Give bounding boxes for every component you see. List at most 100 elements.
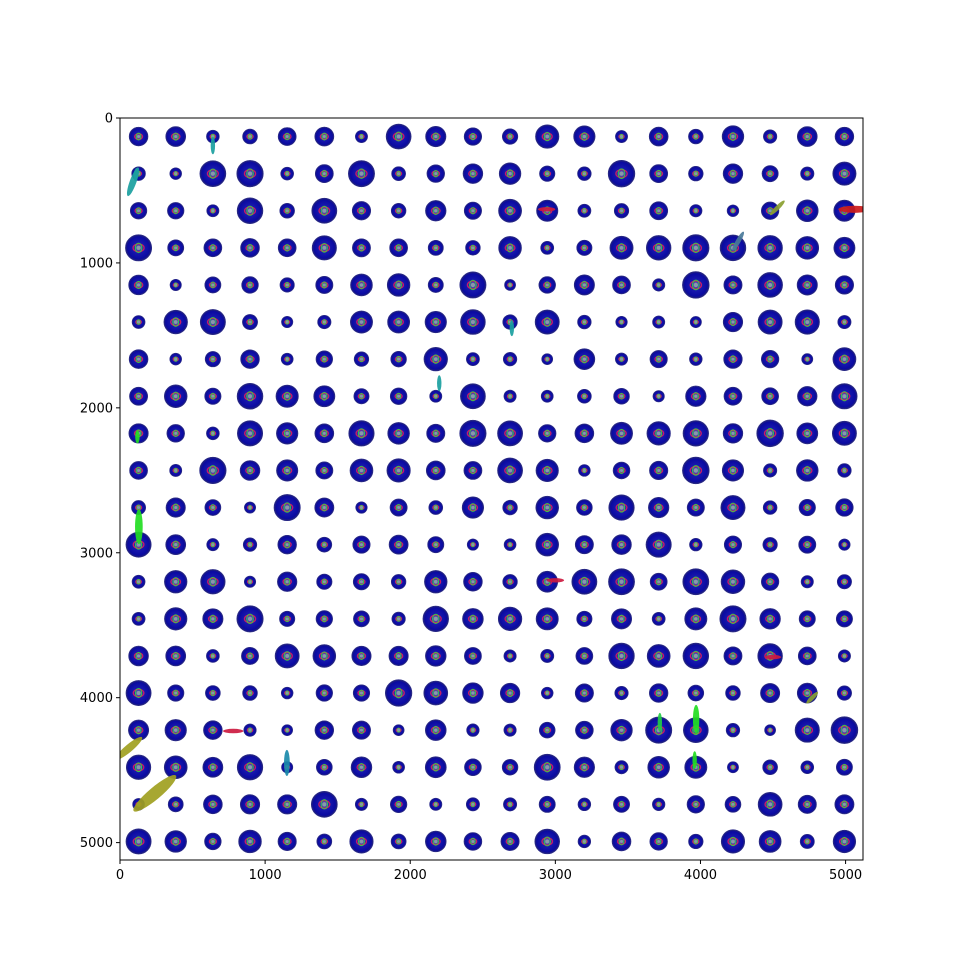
- spherical-glyph: [390, 574, 407, 590]
- spherical-glyph: [236, 160, 264, 188]
- spherical-glyph: [131, 315, 146, 329]
- spherical-glyph: [608, 642, 635, 670]
- spherical-glyph: [316, 536, 333, 553]
- spherical-glyph: [573, 348, 596, 370]
- spherical-glyph: [389, 498, 408, 517]
- spherical-glyph: [534, 309, 560, 335]
- anisotropic-glyph: [692, 751, 697, 769]
- spherical-glyph: [312, 644, 337, 668]
- spherical-glyph: [390, 833, 407, 850]
- anisotropic-glyph: [133, 775, 177, 812]
- spherical-glyph: [535, 532, 559, 557]
- spherical-glyph: [353, 351, 370, 367]
- spherical-glyph: [387, 310, 411, 334]
- spherical-glyph: [165, 534, 187, 555]
- spherical-glyph: [391, 166, 406, 181]
- x-tick-label: 2000: [394, 868, 427, 883]
- spherical-glyph: [613, 795, 630, 813]
- spherical-glyph: [762, 500, 778, 515]
- spherical-glyph: [167, 202, 185, 220]
- y-tick-label: 3000: [80, 546, 113, 561]
- spherical-glyph: [349, 458, 374, 483]
- spherical-glyph: [833, 236, 856, 259]
- anisotropic-glyph: [135, 430, 140, 444]
- spherical-glyph: [757, 792, 783, 817]
- spherical-glyph: [125, 680, 152, 706]
- spherical-glyph: [243, 723, 257, 737]
- spherical-glyph: [206, 538, 220, 552]
- spherical-glyph: [721, 125, 745, 148]
- anisotropic-glyph: [537, 207, 556, 212]
- spherical-glyph: [722, 311, 744, 333]
- spherical-glyph: [429, 797, 443, 811]
- spherical-glyph: [125, 828, 152, 855]
- spherical-glyph: [497, 420, 523, 447]
- spherical-glyph: [764, 724, 776, 736]
- spherical-glyph: [311, 197, 338, 224]
- spherical-glyph: [540, 649, 555, 663]
- spherical-glyph: [204, 387, 222, 405]
- spherical-glyph: [392, 724, 405, 736]
- anisotropic-glyph: [546, 578, 565, 583]
- spherical-glyph: [240, 238, 260, 258]
- spherical-glyph: [391, 611, 406, 626]
- spherical-glyph: [355, 501, 368, 514]
- spherical-glyph: [464, 758, 482, 777]
- y-tick-label: 5000: [80, 836, 113, 851]
- spherical-glyph: [646, 644, 671, 668]
- spherical-glyph: [277, 571, 298, 592]
- spherical-glyph: [576, 499, 593, 516]
- spherical-glyph: [348, 420, 375, 447]
- x-tick-label: 4000: [684, 868, 717, 883]
- spherical-glyph: [425, 830, 447, 853]
- spherical-glyph: [645, 531, 672, 558]
- spherical-glyph: [353, 388, 370, 405]
- spherical-glyph: [575, 720, 594, 740]
- spherical-glyph: [280, 686, 294, 700]
- spherical-glyph: [423, 680, 449, 706]
- spherical-glyph: [425, 460, 446, 481]
- spherical-glyph: [763, 463, 778, 478]
- y-tick-label: 0: [105, 112, 113, 127]
- spherical-glyph: [610, 718, 633, 742]
- spherical-glyph: [837, 649, 851, 663]
- spherical-glyph: [460, 383, 486, 410]
- spherical-glyph: [502, 574, 518, 590]
- spherical-glyph: [280, 352, 294, 366]
- spherical-glyph: [796, 422, 819, 445]
- spherical-glyph: [429, 389, 443, 403]
- spherical-glyph: [202, 608, 224, 630]
- anisotropic-glyph: [223, 728, 244, 734]
- spherical-glyph: [497, 606, 523, 631]
- spherical-glyph: [462, 682, 484, 704]
- spherical-glyph: [236, 605, 264, 633]
- spherical-glyph: [835, 610, 853, 628]
- spherical-glyph: [423, 347, 448, 372]
- spherical-glyph: [167, 239, 185, 257]
- spherical-glyph: [763, 129, 778, 144]
- spherical-glyph: [315, 461, 334, 480]
- spherical-glyph: [388, 534, 409, 555]
- spherical-glyph: [273, 494, 301, 522]
- spherical-glyph: [688, 165, 704, 182]
- spherical-glyph: [649, 832, 668, 851]
- spherical-glyph: [578, 464, 591, 477]
- spherical-glyph: [727, 761, 739, 774]
- spherical-glyph: [390, 795, 408, 813]
- spherical-glyph: [425, 719, 447, 741]
- spherical-glyph: [200, 569, 226, 595]
- spherical-glyph: [647, 755, 670, 779]
- spherical-glyph: [535, 124, 560, 149]
- spherical-glyph: [125, 234, 153, 262]
- spherical-glyph: [128, 349, 149, 369]
- spherical-glyph: [685, 385, 707, 407]
- spherical-glyph: [760, 683, 781, 704]
- spherical-glyph: [577, 314, 592, 330]
- spherical-glyph: [164, 719, 187, 742]
- spherical-glyph: [686, 795, 705, 814]
- spherical-glyph: [427, 536, 445, 554]
- spherical-glyph: [131, 574, 146, 589]
- y-tick-label: 2000: [80, 401, 113, 416]
- spherical-glyph: [276, 459, 299, 482]
- anisotropic-glyph: [210, 136, 216, 155]
